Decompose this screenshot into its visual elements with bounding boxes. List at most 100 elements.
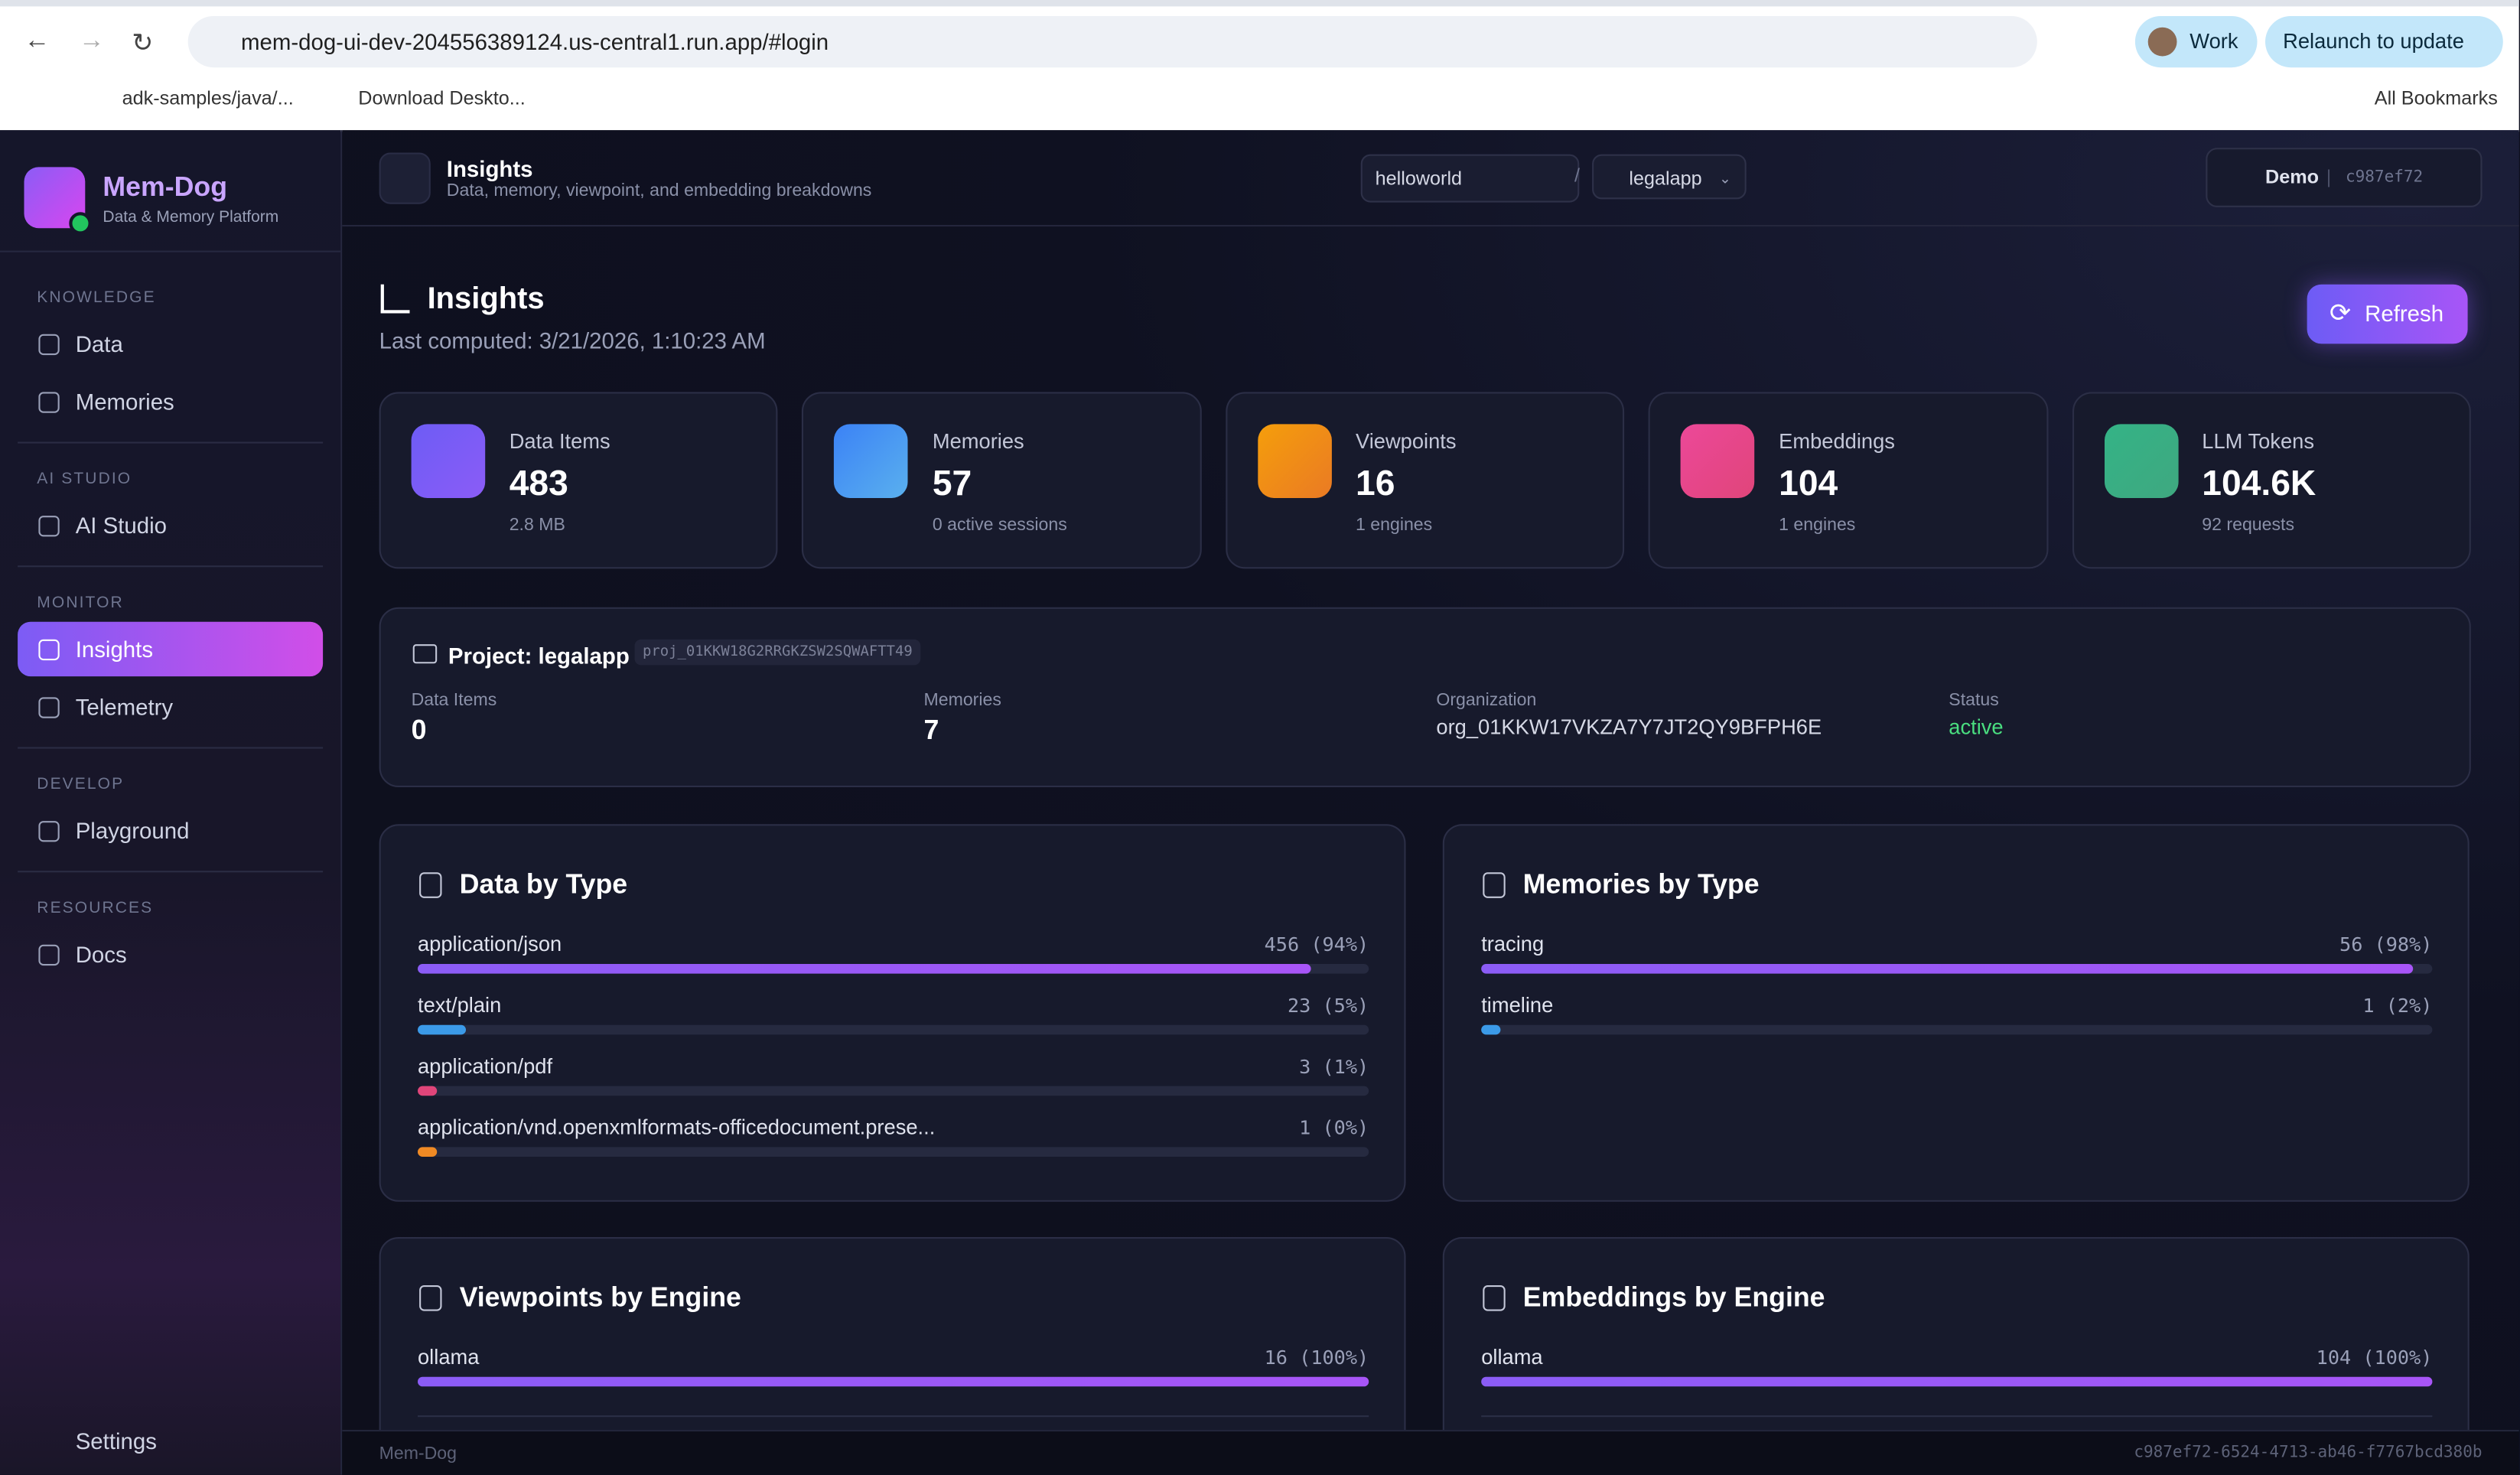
row-value: 16 (100%) (1264, 1346, 1369, 1369)
relaunch-button[interactable]: Relaunch to update (2264, 16, 2503, 68)
refresh-button[interactable]: Refresh (2307, 284, 2468, 344)
bar (418, 1147, 438, 1157)
nav-item[interactable]: Memories (18, 374, 323, 428)
row-label: ollama (1481, 1344, 1543, 1369)
stat-value: 16 (1356, 462, 1395, 503)
breakdown-card: Embeddings by Engine ollama 104 (100%) (1442, 1236, 2470, 1466)
header: Insights Data, memory, viewpoint, and em… (342, 130, 2519, 227)
nav-section: AI STUDIO AI Studio (18, 466, 324, 568)
nav-section: DEVELOP Playground (18, 771, 324, 873)
bar (418, 964, 1312, 974)
stat-label: Viewpoints (1356, 428, 1457, 454)
org-input[interactable]: helloworld (1360, 154, 1580, 203)
footer-left: Mem-Dog (379, 1444, 457, 1464)
divider (1481, 1415, 2433, 1418)
org: helloworld (1375, 167, 1463, 190)
stat-label: Data Items (509, 428, 610, 454)
project-field: Organization org_01KKW17VKZA7Y7JT2QY9BFPH… (1436, 691, 1822, 739)
row-label: application/pdf (418, 1053, 553, 1079)
nav-section: MONITOR Insights Telemetry (18, 590, 324, 749)
profile[interactable]: Work (2134, 16, 2258, 68)
breakdown-row: application/json 456 (94%) (418, 932, 1369, 993)
settings-link[interactable]: Settings (75, 1428, 157, 1454)
breakdown-rows: ollama 16 (100%) (418, 1345, 1369, 1406)
field-label: Organization (1436, 690, 1537, 711)
card-title: Viewpoints by Engine (459, 1281, 741, 1313)
stat-subtext: 2.8 MB (509, 516, 565, 536)
brand-tagline: Data & Memory Platform (103, 209, 279, 227)
stat-icon (1681, 424, 1755, 498)
reload-button[interactable]: ↻ (132, 30, 154, 58)
project-card: Project: legalapp proj_01KKW18G2RRGKZSW2… (379, 607, 2471, 787)
divider (0, 250, 341, 252)
tab-strip (0, 0, 2519, 7)
footer-right: c987ef72-6524-4713-ab46-f7767bcd380b (2134, 1444, 2483, 1462)
project: legalapp (1629, 167, 1702, 190)
bar (1481, 1024, 1501, 1035)
stat-card: Memories 57 0 active sessions (802, 392, 1202, 569)
project-field: Data Items 0 (412, 691, 497, 747)
card-icon (1483, 1285, 1506, 1311)
breakdown-row: ollama 104 (100%) (1481, 1344, 2433, 1406)
nav-item[interactable]: Insights (18, 621, 324, 677)
field-value: org_01KKW17VKZA7Y7JT2QY9BFPH6E (1436, 715, 1822, 739)
nav-item[interactable]: Data (18, 317, 323, 371)
stat-value: 104.6K (2202, 462, 2317, 503)
nav-item[interactable]: Telemetry (18, 679, 323, 734)
stat-subtext: 0 active sessions (932, 516, 1067, 536)
page-title: Insights (427, 282, 545, 317)
card-title: Memories by Type (1522, 869, 1760, 900)
footer: Mem-Dog c987ef72-6524-4713-ab46-f7767bcd… (342, 1429, 2519, 1475)
divider (418, 1415, 1369, 1418)
breakdown-rows: ollama 104 (100%) (1481, 1344, 2433, 1406)
field-label: Status (1949, 690, 1999, 711)
breakdown-row: timeline 1 (2%) (1481, 993, 2433, 1054)
back-button[interactable]: ← (24, 27, 50, 55)
stat-icon (1257, 424, 1332, 498)
row-value: 1 (0%) (1299, 1116, 1369, 1139)
bookmark[interactable]: adk-samples/java/... (122, 86, 294, 109)
row-value: 3 (1%) (1299, 1055, 1369, 1079)
card-icon (1483, 872, 1506, 898)
nav-item[interactable]: Docs (18, 927, 323, 982)
row-value: 104 (100%) (2316, 1346, 2433, 1369)
address-bar[interactable]: mem-dog-ui-dev-204556389124.us-central1.… (187, 16, 2037, 68)
field-label: Memories (923, 690, 1001, 711)
user-box[interactable]: Demo | c987ef72 (2206, 148, 2483, 207)
breakdown-row: tracing 56 (98%) (1481, 932, 2433, 993)
refresh-label: Refresh (2365, 300, 2444, 327)
bar (418, 1376, 1369, 1387)
folder-icon (412, 644, 438, 664)
url: mem-dog-ui-dev-204556389124.us-central1.… (241, 28, 829, 55)
card-title: Data by Type (459, 869, 628, 900)
last-computed: Last computed: 3/21/2026, 1:10:23 AM (379, 327, 766, 353)
forward-button[interactable]: → (78, 27, 105, 55)
all-bookmarks[interactable]: All Bookmarks (2374, 86, 2498, 109)
field-value: active (1949, 715, 2004, 739)
user-name: Demo (2264, 165, 2320, 188)
page-icon (380, 284, 410, 314)
stat-label: LLM Tokens (2202, 428, 2315, 454)
user-id: c987ef72 (2345, 168, 2424, 187)
browser-chrome: ← → ↻ mem-dog-ui-dev-204556389124.us-cen… (0, 0, 2519, 132)
bar-track (418, 1024, 1369, 1035)
bookmark[interactable]: Download Deskto... (358, 86, 526, 109)
breakdown-row: application/vnd.openxmlformats-officedoc… (418, 1115, 1369, 1176)
stat-card: Viewpoints 16 1 engines (1225, 392, 1625, 569)
relaunch-text: Relaunch to update (2283, 28, 2464, 54)
stat-card: Embeddings 104 1 engines (1649, 392, 2048, 569)
nav-item[interactable]: Playground (18, 803, 323, 858)
bar-track (1481, 1024, 2433, 1035)
project-field: Memories 7 (924, 691, 1001, 747)
breakdown-card: Data by Type application/json 456 (94%) tex… (379, 824, 1406, 1202)
breakdown-row: text/plain 23 (5%) (418, 993, 1369, 1054)
bar (1481, 1376, 2433, 1387)
stat-subtext: 1 engines (1779, 516, 1856, 536)
bar (1481, 964, 2414, 974)
stat-subtext: 1 engines (1356, 516, 1433, 536)
card-icon (419, 1285, 442, 1311)
project-select[interactable]: legalapp ⌄ (1592, 154, 1747, 200)
breakdown-rows: application/json 456 (94%) text/plain 23 (5… (418, 932, 1369, 1176)
nav-item[interactable]: AI Studio (18, 498, 323, 552)
